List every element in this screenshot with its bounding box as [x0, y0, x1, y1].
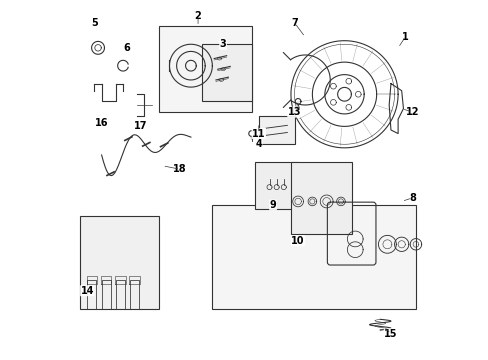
Text: 13: 13 — [287, 107, 301, 117]
Text: 5: 5 — [91, 18, 98, 28]
FancyBboxPatch shape — [212, 205, 415, 309]
FancyBboxPatch shape — [290, 162, 351, 234]
Text: 4: 4 — [255, 139, 262, 149]
Text: 18: 18 — [173, 164, 186, 174]
Text: 2: 2 — [194, 11, 201, 21]
Text: 3: 3 — [219, 39, 226, 49]
Text: 1: 1 — [401, 32, 408, 42]
Text: 17: 17 — [134, 121, 147, 131]
Text: 9: 9 — [269, 200, 276, 210]
Text: 8: 8 — [408, 193, 415, 203]
FancyBboxPatch shape — [159, 26, 251, 112]
FancyBboxPatch shape — [201, 44, 251, 102]
Text: 16: 16 — [95, 118, 108, 128]
Text: 7: 7 — [290, 18, 297, 28]
FancyBboxPatch shape — [80, 216, 159, 309]
Text: 15: 15 — [384, 329, 397, 339]
FancyBboxPatch shape — [255, 162, 298, 208]
Text: 14: 14 — [81, 286, 94, 296]
FancyBboxPatch shape — [258, 116, 294, 144]
Text: 10: 10 — [291, 236, 304, 246]
Text: 11: 11 — [251, 129, 265, 139]
Text: 6: 6 — [123, 43, 130, 53]
Text: 12: 12 — [405, 107, 418, 117]
